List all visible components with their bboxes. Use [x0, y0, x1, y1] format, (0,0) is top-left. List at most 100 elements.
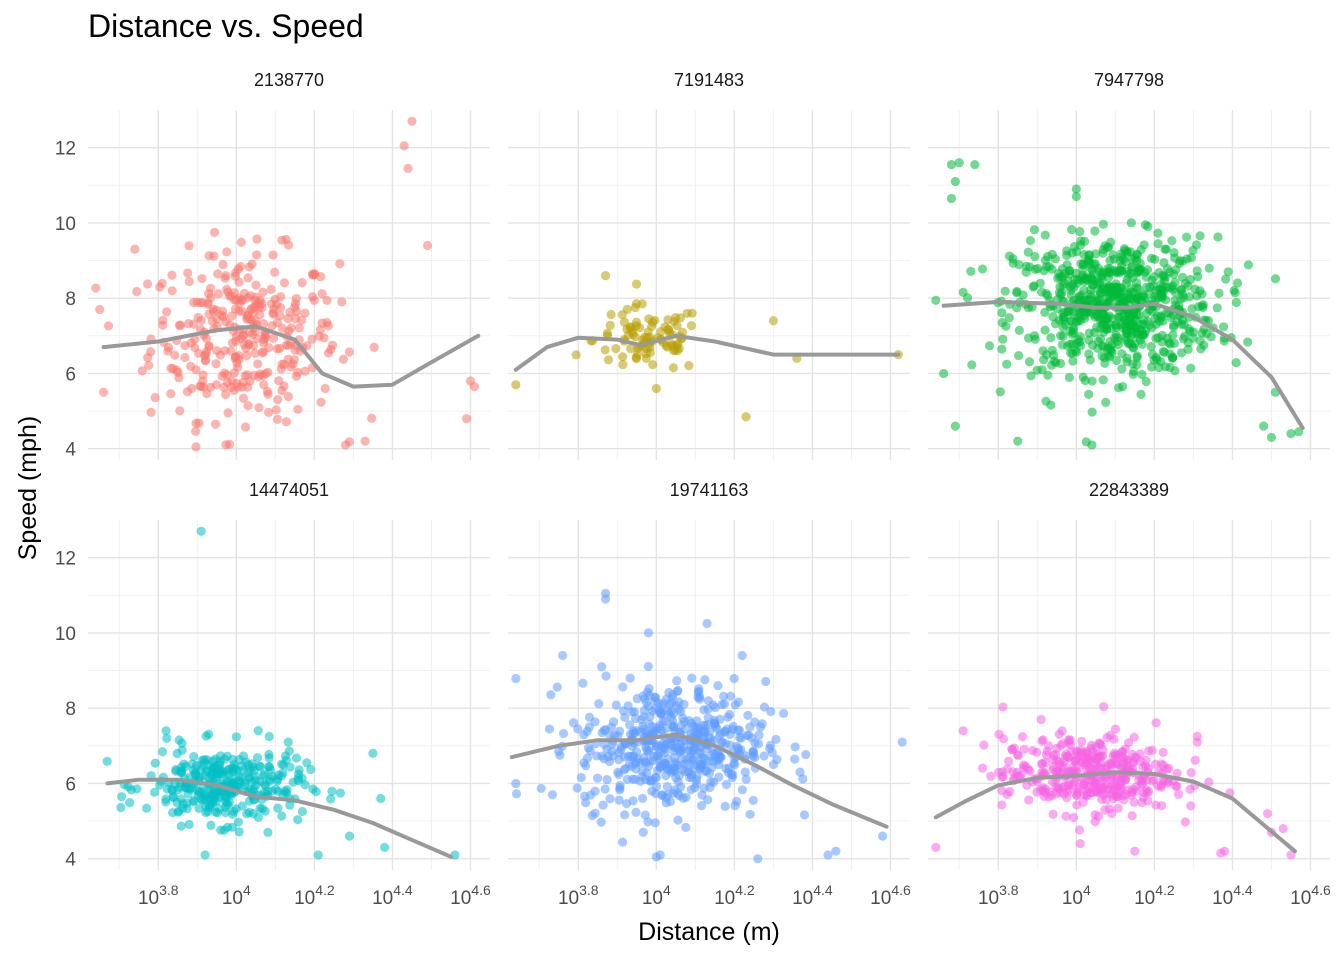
data-point [1065, 266, 1075, 276]
data-point [243, 401, 253, 411]
facet-label: 19741163 [670, 480, 749, 500]
data-point [1090, 816, 1100, 827]
data-point [1098, 783, 1108, 793]
data-point [380, 842, 390, 853]
data-point [196, 526, 206, 536]
data-point [689, 755, 699, 765]
data-point [658, 698, 669, 708]
data-point [1024, 795, 1034, 805]
data-point [1107, 340, 1117, 350]
data-point [1133, 283, 1143, 294]
data-point [1002, 764, 1012, 774]
data-point [1124, 738, 1134, 748]
data-point [307, 269, 318, 279]
data-point [209, 251, 219, 261]
data-point [1122, 353, 1132, 363]
data-point [1107, 808, 1117, 819]
data-point [703, 696, 713, 706]
data-point [615, 726, 625, 736]
data-point [1176, 294, 1186, 304]
data-point [1112, 282, 1122, 292]
data-point [262, 386, 272, 396]
data-point [1186, 767, 1196, 778]
data-point [536, 783, 546, 794]
data-point [231, 732, 241, 742]
data-point [209, 227, 220, 237]
data-point [248, 809, 258, 819]
data-point [939, 368, 949, 379]
data-point [1090, 226, 1100, 236]
data-point [978, 763, 988, 773]
data-point [700, 675, 710, 685]
data-point [1193, 302, 1204, 312]
data-point [647, 775, 658, 785]
facet-panel-14474051: 14474051 4 6 8 10 12 103.8 104 104.2 104.4 104.6 [55, 480, 491, 909]
x-tick-label: 104.2 [1134, 882, 1175, 909]
data-point [669, 766, 679, 776]
data-point [236, 237, 246, 247]
data-point [697, 790, 707, 800]
data-point [142, 279, 153, 289]
data-point [184, 819, 194, 830]
data-point [998, 702, 1008, 712]
data-point [997, 772, 1007, 782]
data-point [584, 722, 594, 732]
data-point [673, 815, 683, 825]
x-tick-label: 104 [642, 882, 671, 909]
data-point [1213, 232, 1223, 242]
data-point [946, 159, 957, 170]
data-point [187, 759, 197, 769]
data-point [636, 727, 646, 738]
data-point [984, 341, 995, 351]
data-point [226, 291, 237, 301]
data-point [651, 383, 661, 394]
data-point [263, 367, 273, 377]
data-point [228, 777, 239, 787]
data-point [270, 267, 280, 277]
data-point [1137, 369, 1147, 380]
y-tick-label: 6 [65, 364, 76, 385]
data-point [222, 284, 232, 294]
facet-panel-7947798: 7947798 [928, 70, 1330, 460]
data-point [1042, 746, 1052, 756]
data-point [790, 742, 800, 752]
data-point [1123, 785, 1133, 795]
data-point [676, 720, 686, 730]
data-point [335, 788, 346, 798]
data-point [1119, 316, 1129, 326]
data-point [1221, 274, 1231, 284]
data-point [1165, 362, 1175, 373]
data-point [220, 346, 230, 356]
facet-panel-22843389: 22843389 103.8 104 104.2 104.4 104.6 [928, 480, 1331, 909]
data-point [1168, 352, 1178, 362]
data-point [558, 650, 568, 661]
data-point [725, 691, 736, 701]
data-point [606, 309, 616, 320]
data-point [315, 325, 325, 335]
data-point [586, 790, 596, 800]
data-point [1151, 333, 1161, 343]
data-point [1113, 803, 1123, 813]
data-point [600, 270, 611, 281]
data-point [242, 350, 252, 361]
data-point [650, 696, 660, 706]
data-point [1212, 303, 1222, 313]
data-point [1161, 244, 1171, 254]
data-point [672, 321, 682, 331]
data-point [1088, 280, 1098, 290]
data-point [1096, 751, 1106, 762]
data-point [266, 284, 276, 294]
data-point [1185, 784, 1195, 794]
y-tick-label: 10 [55, 214, 76, 235]
data-point [1137, 778, 1148, 788]
data-point [1243, 260, 1253, 270]
data-point [1046, 400, 1056, 410]
data-point [227, 311, 237, 321]
y-tick-label: 12 [55, 139, 76, 160]
data-point [174, 373, 184, 383]
data-point [601, 671, 611, 681]
data-point [1026, 371, 1036, 381]
data-point [1156, 759, 1167, 769]
data-point [1079, 236, 1090, 246]
